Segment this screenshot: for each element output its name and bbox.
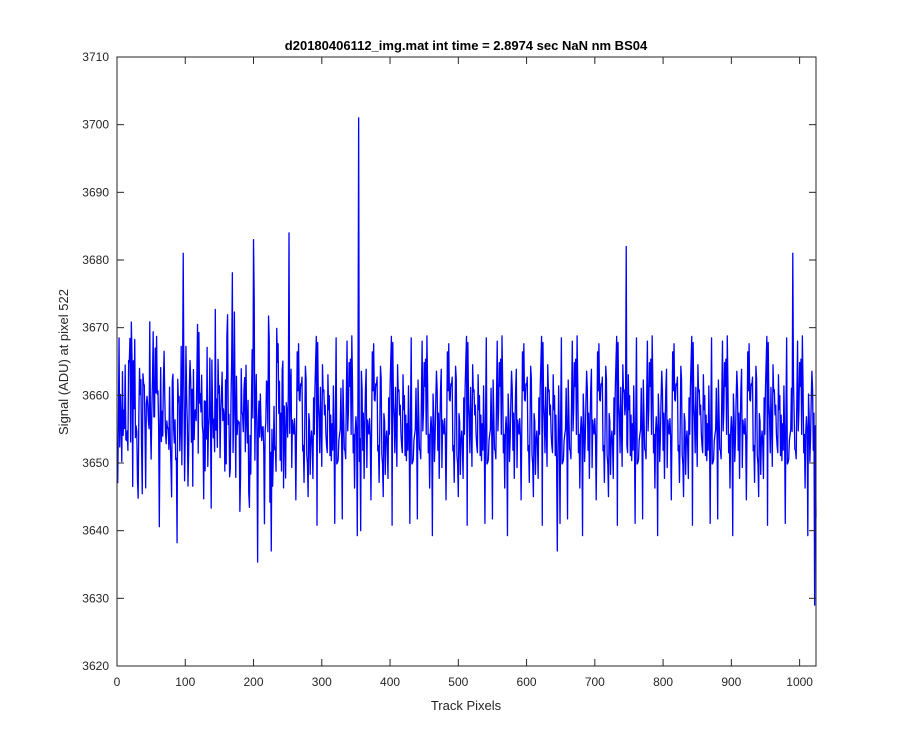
- x-tick-label: 800: [653, 675, 673, 689]
- x-tick-label: 1000: [786, 675, 813, 689]
- x-tick-label: 0: [114, 675, 121, 689]
- x-tick-label: 600: [517, 675, 537, 689]
- x-axis: 0 100 200 300 400 500 600 700 800 900 1000: [114, 57, 813, 689]
- chart-title: d20180406112_img.mat int time = 2.8974 s…: [285, 38, 648, 53]
- y-tick-label: 3640: [82, 524, 109, 538]
- y-tick-label: 3620: [82, 659, 109, 673]
- y-axis-label: Signal (ADU) at pixel 522: [56, 289, 71, 435]
- y-tick-label: 3650: [82, 456, 109, 470]
- x-tick-label: 700: [585, 675, 605, 689]
- y-tick-label: 3680: [82, 253, 109, 267]
- series-line: [117, 117, 817, 606]
- y-tick-label: 3690: [82, 185, 109, 199]
- plot-area: [116, 56, 817, 667]
- x-tick-label: 300: [312, 675, 332, 689]
- x-tick-label: 200: [244, 675, 264, 689]
- y-axis: 3620 3630 3640 3650 3660 3670 3680 3690 3700 3710: [82, 50, 816, 673]
- y-tick-label: 3710: [82, 50, 109, 64]
- y-tick-label: 3630: [82, 591, 109, 605]
- x-tick-label: 900: [721, 675, 741, 689]
- x-tick-label: 100: [175, 675, 195, 689]
- y-tick-label: 3700: [82, 118, 109, 132]
- x-tick-label: 400: [380, 675, 400, 689]
- axes-box: [116, 56, 817, 667]
- x-tick-label: 500: [448, 675, 468, 689]
- x-axis-label: Track Pixels: [431, 698, 502, 713]
- y-tick-label: 3670: [82, 321, 109, 335]
- y-tick-label: 3660: [82, 388, 109, 402]
